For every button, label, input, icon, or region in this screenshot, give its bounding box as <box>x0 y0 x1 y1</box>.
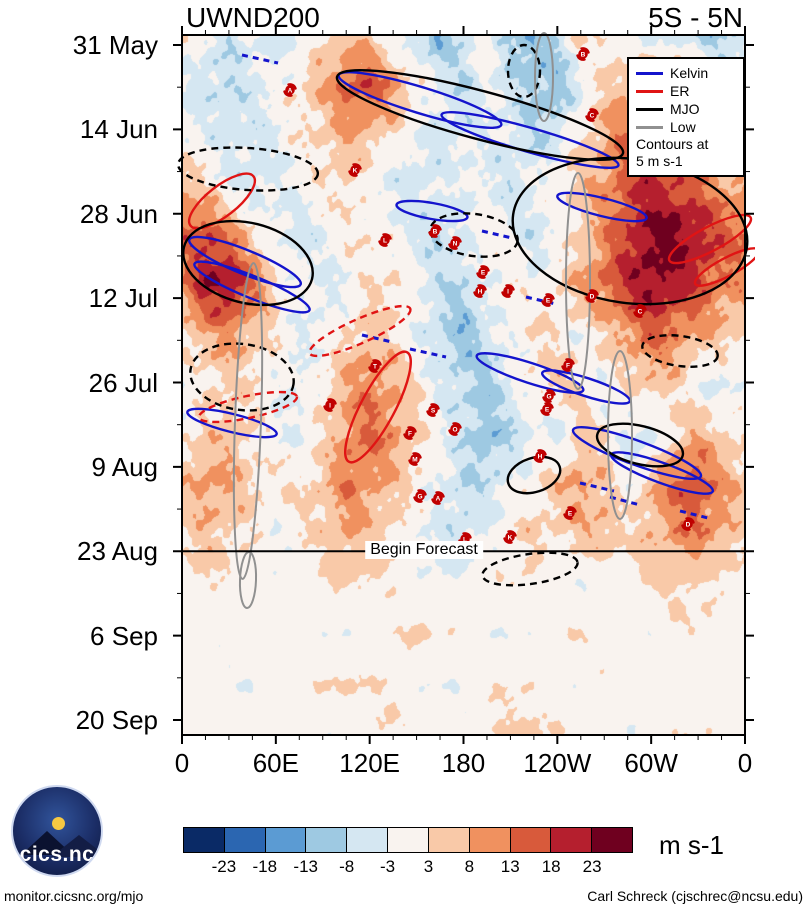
y-axis-date-label: 31 May <box>72 30 158 60</box>
colorbar-swatch <box>265 827 307 853</box>
legend-item-er: ER <box>636 82 737 100</box>
legend-line-sample <box>636 125 663 129</box>
colorbar <box>183 827 633 853</box>
legend-item-label: Kelvin <box>670 65 709 81</box>
cics-nc-logo: cics.nc <box>11 785 103 877</box>
y-axis-date-label: 6 Sep <box>90 620 158 651</box>
y-axis-date-label: 12 Jul <box>88 283 158 314</box>
colorbar-swatch <box>224 827 266 853</box>
page-title: UWND200 <box>186 2 320 33</box>
colorbar-swatch <box>347 827 389 853</box>
colorbar-swatch <box>592 827 633 853</box>
colorbar-swatch <box>183 827 225 853</box>
y-axis-date-label: 28 Jun <box>79 198 158 229</box>
begin-forecast-label: Begin Forecast <box>365 541 483 559</box>
colorbar-swatch <box>510 827 552 853</box>
x-axis-longitude-label: 60E <box>252 748 299 778</box>
colorbar-swatch <box>469 827 511 853</box>
legend-item-low: Low <box>636 118 737 136</box>
y-axis-date-label: 20 Sep <box>75 705 158 735</box>
x-axis-longitude-label: 0 <box>174 748 190 778</box>
colorbar-tick-label: -13 <box>293 857 319 876</box>
y-axis-date-label: 9 Aug <box>91 451 158 482</box>
legend-note-line2: 5 m s-1 <box>636 153 683 169</box>
colorbar-tick-label: 8 <box>464 857 475 876</box>
x-axis-longitude-label: 180 <box>441 748 486 778</box>
legend-item-label: Low <box>670 119 696 135</box>
colorbar-swatch <box>551 827 593 853</box>
legend-item-label: MJO <box>670 101 700 117</box>
legend-note-line1: Contours at <box>636 136 709 152</box>
legend-items: Kelvin ER MJO Low <box>636 64 737 136</box>
colorbar-tick-label: -3 <box>379 857 396 876</box>
logo-sun-icon <box>52 817 65 830</box>
colorbar-tick-label: -8 <box>339 857 355 876</box>
source-url-text: monitor.cicsnc.org/mjo <box>4 888 144 904</box>
legend-item-label: ER <box>670 83 690 99</box>
colorbar-swatch <box>306 827 348 853</box>
colorbar-units-label: m s-1 <box>659 830 724 860</box>
x-axis-longitude-label: 120E <box>339 748 401 778</box>
legend-item-mjo: MJO <box>636 100 737 118</box>
x-axis-longitude-label: 60W <box>624 748 678 778</box>
colorbar-tick-label: 13 <box>500 857 520 876</box>
x-axis-longitude-label: 120W <box>523 748 592 778</box>
legend-line-sample <box>636 107 663 111</box>
x-axis-longitude-label: 0 <box>737 748 753 778</box>
legend-item-kelvin: Kelvin <box>636 64 737 82</box>
y-axis-date-label: 23 Aug <box>77 536 158 567</box>
legend-line-sample <box>636 89 663 93</box>
colorbar-tick-label: 18 <box>541 857 561 876</box>
y-axis-date-label: 14 Jun <box>79 114 158 145</box>
legend-box: Kelvin ER MJO Low Contours at 5 m s-1 <box>627 57 745 177</box>
y-axis-date-label: 26 Jul <box>88 367 158 398</box>
colorbar-swatch <box>388 827 429 853</box>
author-credit-text: Carl Schreck (cjschrec@ncsu.edu) <box>587 888 803 904</box>
logo-mountain-icon <box>51 835 101 857</box>
colorbar-tick-label: 23 <box>582 857 602 876</box>
colorbar-tick-label: -23 <box>211 857 237 876</box>
legend-line-sample <box>636 71 663 75</box>
colorbar-tick-label: 3 <box>423 857 434 876</box>
latitude-range-label: 5S - 5N <box>648 2 743 33</box>
colorbar-tick-label: -18 <box>252 857 278 876</box>
colorbar-swatch <box>428 827 470 853</box>
logo-text: cics.nc <box>19 843 95 866</box>
